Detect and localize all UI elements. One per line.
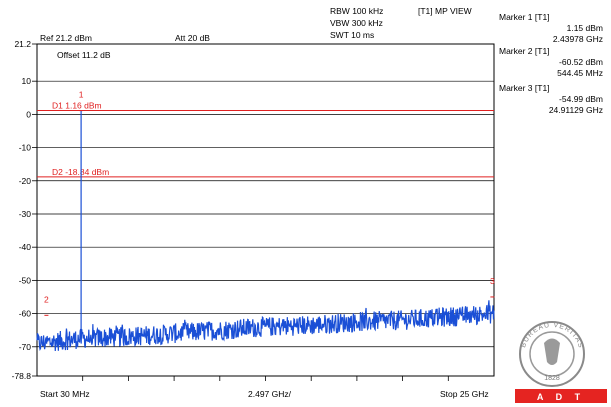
swt-label: SWT 10 ms	[330, 30, 374, 40]
y-tick-label: -10	[19, 143, 32, 153]
y-tick-label: -30	[19, 209, 32, 219]
display-line-label: D1 1.16 dBm	[52, 101, 102, 111]
adt-brand-bar	[515, 389, 607, 403]
marker1-frequency: 2.43978 GHz	[553, 34, 603, 44]
trace-mode-label: [T1] MP VIEW	[418, 6, 472, 16]
marker2-title: Marker 2 [T1]	[499, 46, 550, 56]
y-tick-label: -60	[19, 309, 32, 319]
marker3-title: Marker 3 [T1]	[499, 83, 550, 93]
stop-frequency-label: Stop 25 GHz	[440, 389, 489, 399]
logo-year: 1828	[544, 375, 560, 382]
x-axis	[82, 376, 449, 381]
marker2-frequency: 544.45 MHz	[557, 68, 603, 78]
marker-readout-panel: Marker 1 [T1] 1.15 dBm 2.43978 GHz Marke…	[499, 12, 603, 115]
rbw-label: RBW 100 kHz	[330, 6, 383, 16]
marker-number: 3	[490, 276, 495, 286]
bureau-veritas-logo: BUREAU VERITAS 1828 A D T	[515, 321, 607, 403]
y-tick-label: 0	[26, 109, 31, 119]
marker-number: 1	[79, 90, 84, 100]
start-frequency-label: Start 30 MHz	[40, 389, 90, 399]
trace-layer	[36, 300, 495, 352]
marker2-level: -60.52 dBm	[559, 57, 603, 67]
ref-level-label: Ref 21.2 dBm	[40, 33, 92, 43]
y-tick-label: 21.2	[14, 39, 31, 49]
marker1-level: 1.15 dBm	[567, 23, 603, 33]
y-tick-label: -50	[19, 275, 32, 285]
span-per-division-label: 2.497 GHz/	[248, 389, 292, 399]
y-tick-label: -40	[19, 242, 32, 252]
grid-lines	[37, 80, 494, 348]
marker3-level: -54.99 dBm	[559, 94, 603, 104]
y-tick-label: 10	[22, 76, 32, 86]
marker-number: 2	[44, 294, 49, 304]
marker1-title: Marker 1 [T1]	[499, 12, 550, 22]
y-axis: 21.2 10 0 -10 -20 -30 -40 -50 -60 -70 -78.8	[12, 39, 37, 381]
y-tick-label: -70	[19, 342, 32, 352]
marker3-frequency: 24.91129 GHz	[549, 105, 603, 115]
attenuation-label: Att 20 dB	[175, 33, 210, 43]
offset-label: Offset 11.2 dB	[57, 50, 111, 60]
y-tick-label: -78.8	[12, 371, 32, 381]
adt-brand-text: A D T	[537, 392, 585, 402]
trace-noise-floor	[36, 300, 495, 352]
markers-layer: 1 2 3	[44, 90, 495, 339]
vbw-label: VBW 300 kHz	[330, 18, 383, 28]
y-tick-label: -20	[19, 176, 32, 186]
seal-emblem-icon	[544, 338, 560, 365]
